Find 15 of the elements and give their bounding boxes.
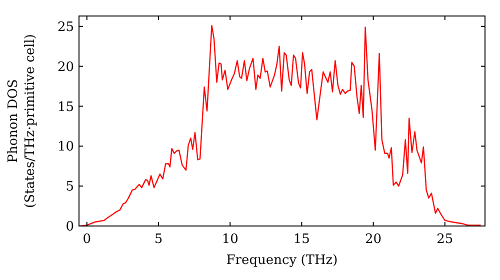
x-tick-label: 0 <box>82 232 92 247</box>
y-axis-title: Phonon DOS (States/THz·primitive cell) <box>6 34 38 208</box>
y-tick-label: 0 <box>66 220 74 235</box>
x-tick-label: 15 <box>293 232 310 247</box>
y-tick-label: 15 <box>57 100 74 115</box>
x-tick-label: 20 <box>365 232 382 247</box>
y-tick-label: 10 <box>57 140 74 155</box>
x-axis-title: Frequency (THz) <box>226 253 338 268</box>
x-tick-label: 5 <box>154 232 163 247</box>
line-series <box>79 24 482 226</box>
y-tick-label: 20 <box>57 60 74 75</box>
x-tick-label: 25 <box>436 232 454 247</box>
y-tick-label: 25 <box>57 20 74 35</box>
y-tick-label: 5 <box>66 180 74 195</box>
x-tick-label: 10 <box>222 232 238 247</box>
